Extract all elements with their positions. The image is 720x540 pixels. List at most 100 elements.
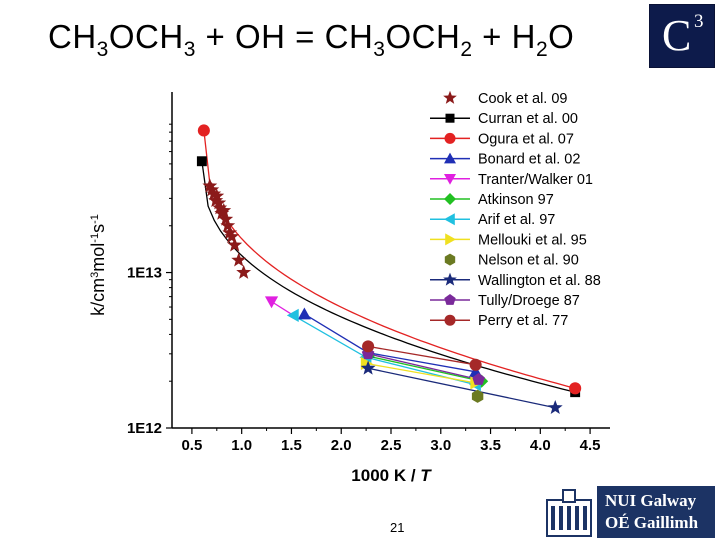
legend-label: Tully/Droege 87 (478, 293, 580, 309)
x-axis-label: 1000 K / T (351, 466, 432, 485)
legend-marker (443, 90, 457, 104)
series-line (367, 353, 479, 381)
curran-fit-curve (201, 161, 576, 393)
data-point (211, 195, 227, 210)
legend-marker (443, 272, 457, 286)
data-point (218, 211, 234, 226)
legend-label: Nelson et al. 90 (478, 253, 579, 269)
series-line (271, 301, 294, 316)
data-point (196, 156, 207, 167)
title-subscript: 3 (373, 38, 386, 61)
title-subscript: 3 (183, 38, 196, 61)
series-line (365, 362, 476, 384)
title-text: + H (472, 18, 536, 55)
legend-label: Mellouki et al. 95 (478, 232, 587, 248)
data-point (216, 202, 232, 217)
x-tick-label: 4.0 (530, 437, 551, 454)
legend-marker (444, 253, 456, 266)
data-point (469, 358, 482, 371)
data-point (224, 228, 240, 244)
nui-galway-logo: NUI Galway OÉ Gaillimh (545, 486, 715, 538)
y-tick-label: 1E13 (127, 265, 162, 282)
data-point (547, 399, 563, 415)
data-point (197, 124, 210, 137)
y-axis-label-superscript: -1 (89, 214, 101, 224)
data-point (286, 308, 299, 323)
y-axis-label-part: k (88, 306, 108, 316)
y-axis-label-part: / (88, 302, 108, 307)
legend-marker (444, 152, 456, 164)
y-axis-label-part: mol (88, 243, 108, 272)
y-axis-label-part: cm (88, 278, 108, 302)
data-point (472, 372, 485, 385)
x-tick-label: 3.0 (430, 437, 451, 454)
title-text: + OH = CH (195, 18, 374, 55)
x-tick-label: 2.0 (331, 437, 352, 454)
legend-label: Cook et al. 09 (478, 91, 567, 107)
university-name-english: NUI Galway (605, 491, 697, 510)
university-crest-icon (546, 489, 592, 537)
title-text: OCH (108, 18, 184, 55)
title-text: O (548, 18, 575, 55)
x-axis-label-part: 1000 K / (351, 466, 420, 485)
data-point (212, 200, 228, 215)
title-subscript: 2 (535, 38, 549, 61)
series-line (367, 345, 476, 366)
y-axis-label-superscript: -1 (89, 233, 101, 243)
legend-label: Tranter/Walker 01 (478, 172, 593, 188)
data-point (231, 252, 247, 267)
series-line (367, 355, 482, 382)
data-point (362, 340, 375, 353)
legend-label: Bonard et al. 02 (478, 152, 580, 168)
legend-marker (444, 132, 456, 144)
legend-marker (445, 233, 456, 246)
y-axis-label: k/cm3mol-1s-1 (88, 214, 108, 316)
legend-label: Wallington et al. 88 (478, 273, 601, 289)
legend-marker (444, 314, 456, 326)
c3-logo-superscript: 3 (694, 11, 704, 32)
c3-logo: C 3 (649, 4, 715, 68)
x-tick-label: 3.5 (480, 437, 501, 454)
page-number: 21 (390, 520, 405, 535)
legend-label: Curran et al. 00 (478, 111, 578, 127)
title-subscript: 2 (460, 38, 473, 61)
data-point (204, 182, 220, 197)
x-axis-label-part: T (420, 466, 432, 485)
x-tick-label: 0.5 (181, 437, 202, 454)
c3-logo-letter: C (662, 11, 692, 60)
x-tick-label: 4.5 (580, 437, 601, 454)
data-point (236, 264, 252, 279)
legend-label: Perry et al. 77 (478, 313, 568, 329)
title-text: CH (48, 18, 97, 55)
legend-marker (444, 294, 456, 305)
legend-label: Ogura et al. 07 (478, 131, 574, 147)
series-line (367, 367, 556, 409)
x-tick-label: 2.5 (381, 437, 402, 454)
y-tick-label: 1E12 (127, 420, 162, 437)
data-point (206, 186, 222, 201)
ogura-fit-curve (203, 130, 576, 389)
legend-marker (444, 213, 455, 226)
university-name: NUI Galway OÉ Gaillimh (597, 486, 715, 538)
title-subscript: 3 (96, 38, 109, 61)
university-name-irish: OÉ Gaillimh (605, 513, 699, 532)
data-point (209, 188, 225, 203)
y-axis-label-superscript: 3 (89, 272, 101, 278)
x-tick-label: 1.5 (281, 437, 302, 454)
data-point (297, 307, 311, 320)
title-text: OCH (385, 18, 461, 55)
data-point (227, 237, 243, 252)
data-point (360, 360, 376, 375)
x-tick-label: 1.0 (231, 437, 252, 454)
data-point (222, 225, 238, 240)
y-axis-label-part: s (88, 224, 108, 233)
legend-marker (445, 113, 455, 123)
data-point (471, 389, 484, 403)
data-point (264, 296, 279, 309)
slide-title: CH3OCH3 + OH = CH3OCH2 + H2O (48, 18, 574, 62)
data-point (220, 217, 236, 233)
legend-marker (444, 174, 456, 185)
legend-label: Atkinson 97 (478, 192, 554, 208)
legend-marker (444, 193, 456, 205)
